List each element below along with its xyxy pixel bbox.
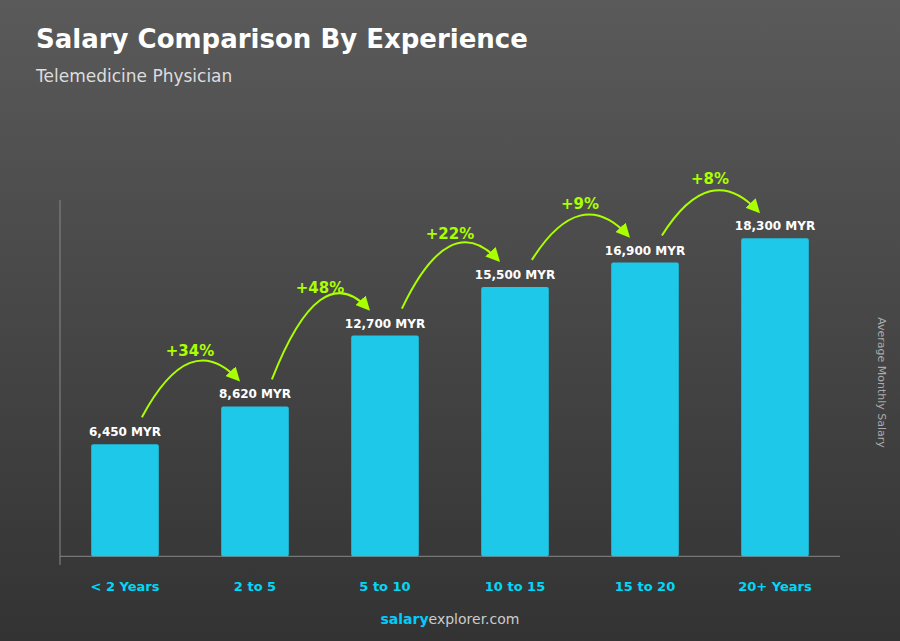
value-label: 6,450 MYR bbox=[89, 425, 161, 439]
baseline bbox=[60, 556, 840, 557]
value-label: 15,500 MYR bbox=[475, 268, 555, 282]
change-arrow bbox=[142, 360, 238, 417]
footer: salaryexplorer.com bbox=[381, 611, 520, 627]
change-label: +22% bbox=[426, 225, 474, 243]
category-label: 5 to 10 bbox=[359, 579, 410, 594]
bars bbox=[91, 238, 809, 556]
change-arrow bbox=[532, 215, 628, 260]
footer-bold: salary bbox=[381, 611, 429, 627]
category-label: < 2 Years bbox=[91, 579, 160, 594]
chart: Salary Comparison By Experience Telemedic… bbox=[0, 0, 900, 641]
change-arrow bbox=[272, 293, 368, 379]
category-label: 20+ Years bbox=[738, 579, 812, 594]
title: Salary Comparison By Experience bbox=[36, 24, 528, 54]
value-label: 16,900 MYR bbox=[605, 244, 685, 258]
category-label: 2 to 5 bbox=[234, 579, 276, 594]
bar bbox=[611, 263, 679, 557]
value-label: 8,620 MYR bbox=[219, 387, 291, 401]
change-label: +8% bbox=[691, 170, 729, 188]
change-label: +9% bbox=[561, 195, 599, 213]
category-label: 15 to 20 bbox=[615, 579, 675, 594]
subtitle: Telemedicine Physician bbox=[35, 66, 232, 86]
bar bbox=[741, 238, 809, 556]
value-axis-line bbox=[60, 200, 61, 565]
y-axis-label: Average Monthly Salary bbox=[875, 317, 888, 448]
footer-rest: explorer.com bbox=[429, 611, 520, 627]
change-arrow bbox=[402, 242, 498, 308]
bar bbox=[481, 287, 549, 556]
value-label: 18,300 MYR bbox=[735, 219, 815, 233]
bar bbox=[221, 406, 289, 556]
bar bbox=[91, 444, 159, 556]
change-label: +48% bbox=[296, 279, 344, 297]
change-label: +34% bbox=[166, 342, 214, 360]
value-label: 12,700 MYR bbox=[345, 317, 425, 331]
bar bbox=[351, 336, 419, 557]
category-label: 10 to 15 bbox=[485, 579, 545, 594]
change-arrow bbox=[662, 190, 758, 235]
